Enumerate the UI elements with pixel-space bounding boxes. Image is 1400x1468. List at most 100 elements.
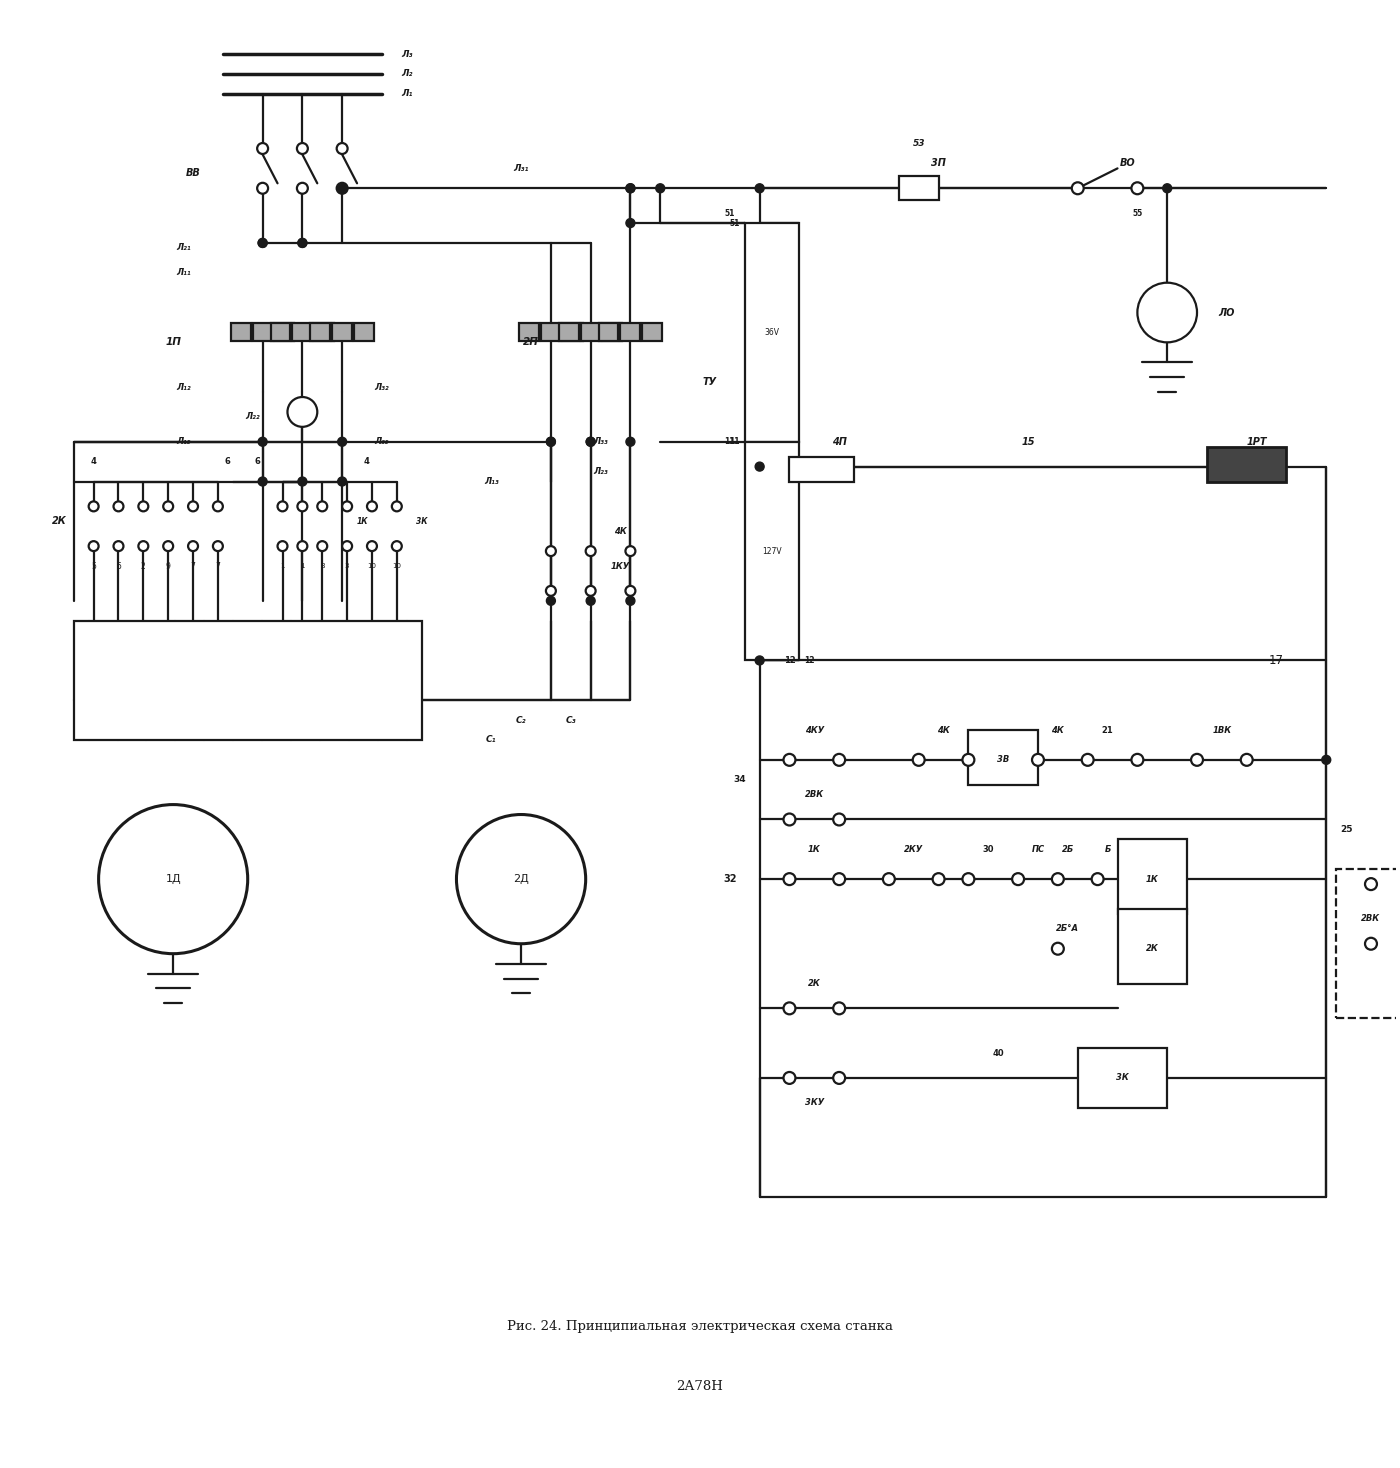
Circle shape xyxy=(1240,755,1253,766)
Circle shape xyxy=(546,437,556,446)
Bar xyxy=(899,176,938,200)
Text: 1РТ: 1РТ xyxy=(1246,437,1267,446)
Circle shape xyxy=(585,546,595,556)
Circle shape xyxy=(337,437,347,446)
Circle shape xyxy=(546,586,556,596)
Circle shape xyxy=(342,542,351,550)
Text: Л₃₅: Л₃₅ xyxy=(375,437,389,446)
Bar xyxy=(1117,840,1187,915)
Circle shape xyxy=(626,586,636,596)
Text: 6: 6 xyxy=(225,457,231,467)
Text: 2К: 2К xyxy=(808,979,820,988)
Text: Л₃₃: Л₃₃ xyxy=(594,437,608,446)
Text: 2ВК: 2ВК xyxy=(1361,915,1380,923)
Circle shape xyxy=(932,873,945,885)
Bar xyxy=(1078,1048,1168,1108)
Circle shape xyxy=(88,502,98,511)
Circle shape xyxy=(1032,755,1044,766)
Circle shape xyxy=(277,502,287,511)
Circle shape xyxy=(1082,755,1093,766)
Circle shape xyxy=(392,542,402,550)
Text: 51: 51 xyxy=(729,219,741,228)
Text: 21: 21 xyxy=(1102,725,1113,734)
Text: Л₁₂: Л₁₂ xyxy=(176,383,190,392)
Circle shape xyxy=(113,502,123,511)
Circle shape xyxy=(164,542,174,550)
Text: 9: 9 xyxy=(165,561,171,571)
Circle shape xyxy=(755,184,764,192)
Bar xyxy=(270,323,290,342)
Text: 2А78Н: 2А78Н xyxy=(676,1380,724,1393)
Bar xyxy=(599,323,619,342)
Bar xyxy=(332,323,351,342)
Text: 4П: 4П xyxy=(832,437,847,446)
Circle shape xyxy=(258,437,267,446)
Text: 53: 53 xyxy=(913,139,925,148)
Text: С₃: С₃ xyxy=(566,715,575,725)
Text: 2П: 2П xyxy=(524,338,539,348)
Text: 1К: 1К xyxy=(356,517,368,526)
Text: Б: Б xyxy=(1105,844,1110,854)
Text: 1КУ: 1КУ xyxy=(610,561,630,571)
Circle shape xyxy=(833,755,846,766)
Text: 1К: 1К xyxy=(808,844,820,854)
Text: 5: 5 xyxy=(116,561,120,571)
Text: 1: 1 xyxy=(300,564,305,570)
Circle shape xyxy=(188,502,197,511)
Circle shape xyxy=(297,142,308,154)
Circle shape xyxy=(1322,756,1331,765)
Text: Л₂: Л₂ xyxy=(400,69,413,78)
Text: 7: 7 xyxy=(216,561,220,571)
Text: 7: 7 xyxy=(190,561,196,571)
Text: ЛО: ЛО xyxy=(1218,307,1235,317)
Bar xyxy=(745,223,799,442)
Circle shape xyxy=(297,502,308,511)
Circle shape xyxy=(318,542,328,550)
Circle shape xyxy=(318,502,328,511)
Circle shape xyxy=(546,437,556,446)
Text: 2К: 2К xyxy=(1147,944,1159,953)
Circle shape xyxy=(297,542,308,550)
Circle shape xyxy=(337,477,347,486)
Circle shape xyxy=(298,238,307,248)
Circle shape xyxy=(833,1003,846,1014)
Circle shape xyxy=(336,142,347,154)
Text: 2Б°А: 2Б°А xyxy=(1056,925,1079,934)
Circle shape xyxy=(784,1072,795,1083)
Text: 3К: 3К xyxy=(1116,1073,1128,1082)
Text: 8: 8 xyxy=(321,564,325,570)
Circle shape xyxy=(113,542,123,550)
Bar xyxy=(790,457,854,482)
Text: Л₁₃: Л₁₃ xyxy=(484,477,498,486)
Bar xyxy=(252,323,273,342)
Circle shape xyxy=(784,813,795,825)
Text: 36V: 36V xyxy=(764,327,780,336)
Circle shape xyxy=(456,815,585,944)
Bar xyxy=(74,621,421,740)
Text: 55: 55 xyxy=(1133,208,1142,217)
Text: 32: 32 xyxy=(722,873,736,884)
Text: 10: 10 xyxy=(392,564,402,570)
Text: 3П: 3П xyxy=(931,159,946,169)
Text: ТУ: ТУ xyxy=(703,377,717,388)
Text: Л₂₁: Л₂₁ xyxy=(176,244,190,252)
Bar xyxy=(620,323,640,342)
Circle shape xyxy=(962,755,974,766)
Bar xyxy=(274,323,294,342)
Circle shape xyxy=(1092,873,1103,885)
Text: 4: 4 xyxy=(364,457,370,467)
Circle shape xyxy=(88,542,98,550)
Text: 40: 40 xyxy=(993,1048,1004,1057)
Text: 3КУ: 3КУ xyxy=(805,1098,825,1107)
Circle shape xyxy=(587,596,595,605)
Bar xyxy=(1117,909,1187,984)
Text: Рис. 24. Принципиальная электрическая схема станка: Рис. 24. Принципиальная электрическая сх… xyxy=(507,1320,893,1333)
Text: Л₁: Л₁ xyxy=(400,90,413,98)
Circle shape xyxy=(277,542,287,550)
Text: 1: 1 xyxy=(280,564,284,570)
Text: 11: 11 xyxy=(725,437,735,446)
Circle shape xyxy=(1131,755,1144,766)
Text: 10: 10 xyxy=(367,564,377,570)
Circle shape xyxy=(655,184,665,192)
Bar xyxy=(315,323,335,342)
